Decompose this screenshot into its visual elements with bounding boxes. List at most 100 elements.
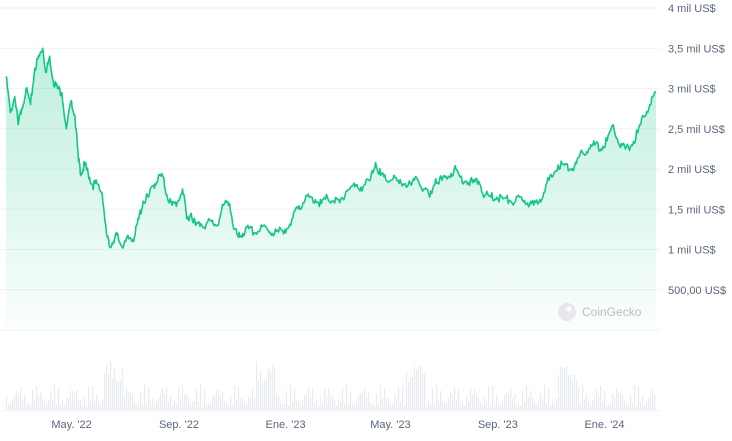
volume-bar [406, 372, 408, 410]
volume-bar [422, 372, 424, 410]
volume-bar [598, 396, 600, 410]
volume-bar [586, 392, 588, 410]
volume-bar [556, 398, 558, 410]
volume-bar [154, 405, 156, 410]
volume-bar [194, 400, 196, 410]
volume-bar [100, 405, 102, 410]
volume-bar [184, 394, 186, 410]
volume-bar [404, 405, 406, 410]
volume-bar [534, 401, 536, 410]
volume-bar [280, 403, 282, 410]
volume-bar [84, 397, 86, 410]
volume-bar [226, 402, 228, 410]
volume-bar [130, 392, 132, 410]
volume-bar [140, 392, 142, 410]
volume-bar [30, 405, 32, 410]
y-tick-label: 4 mil US$ [668, 3, 716, 15]
volume-bar [42, 398, 44, 410]
volume-bar [368, 392, 370, 410]
volume-bar [636, 405, 638, 410]
volume-bar [158, 397, 160, 410]
volume-bar [120, 380, 122, 410]
volume-bar [176, 404, 178, 410]
volume-bar [646, 401, 648, 410]
volume-bar [218, 389, 220, 410]
volume-bar [212, 396, 214, 410]
volume-bar [208, 402, 210, 410]
volume-bar [72, 390, 74, 410]
volume-bar [434, 405, 436, 410]
volume-bar [60, 404, 62, 410]
volume-bar [216, 390, 218, 410]
volume-bar [98, 401, 100, 410]
volume-bar [574, 374, 576, 410]
volume-bar [638, 386, 640, 410]
volume-bar [390, 404, 392, 410]
volume-bar [478, 398, 480, 410]
volume-bar [486, 401, 488, 410]
volume-bar [526, 385, 528, 410]
volume-bar [68, 397, 70, 410]
x-tick-label: Sep. '22 [159, 419, 199, 431]
volume-bar [104, 373, 106, 410]
volume-bar [520, 405, 522, 410]
volume-bar [40, 391, 42, 410]
volume-bar [608, 404, 610, 410]
volume-bar [584, 399, 586, 410]
volume-bar [108, 373, 110, 410]
volume-bars [6, 361, 656, 410]
volume-bar [450, 392, 452, 410]
volume-bar [550, 404, 552, 410]
volume-bar [400, 400, 402, 410]
volume-bar [222, 391, 224, 410]
volume-bar [260, 370, 262, 410]
volume-bar [510, 387, 512, 410]
volume-bar [232, 405, 234, 410]
volume-bar [310, 397, 312, 410]
volume-bar [592, 401, 594, 410]
volume-bar [228, 405, 230, 410]
y-tick-label: 2,5 mil US$ [668, 124, 725, 136]
volume-bar [18, 393, 20, 410]
volume-bar [460, 404, 462, 410]
volume-bar [304, 394, 306, 410]
volume-bar [482, 404, 484, 410]
volume-bar [58, 387, 60, 410]
volume-bar [206, 403, 208, 410]
volume-bar [170, 396, 172, 410]
volume-bar [554, 405, 556, 410]
volume-bar [536, 405, 538, 410]
volume-bar [234, 385, 236, 410]
volume-bar [362, 391, 364, 410]
volume-bar [236, 400, 238, 410]
volume-bar [408, 381, 410, 410]
volume-bar [50, 391, 52, 410]
volume-bar [652, 389, 654, 410]
volume-bar [602, 401, 604, 410]
volume-bar [202, 405, 204, 410]
volume-bar [204, 389, 206, 410]
volume-bar [452, 395, 454, 410]
volume-bar [326, 396, 328, 410]
volume-bar [374, 405, 376, 410]
volume-bar [248, 397, 250, 410]
volume-bar [612, 393, 614, 410]
volume-bar [302, 399, 304, 410]
volume-bar [142, 403, 144, 410]
volume-bar [116, 381, 118, 410]
volume-bar [300, 405, 302, 410]
volume-bar [278, 395, 280, 410]
volume-bar [320, 397, 322, 410]
volume-bar [62, 400, 64, 410]
volume-bar [576, 380, 578, 410]
volume-bar [490, 404, 492, 410]
volume-bar [314, 403, 316, 410]
volume-bar [294, 388, 296, 410]
volume-bar [516, 404, 518, 410]
volume-bar [644, 404, 646, 410]
volume-bar [138, 403, 140, 410]
volume-bar [402, 386, 404, 410]
volume-bar [118, 381, 120, 410]
volume-bar [156, 401, 158, 410]
